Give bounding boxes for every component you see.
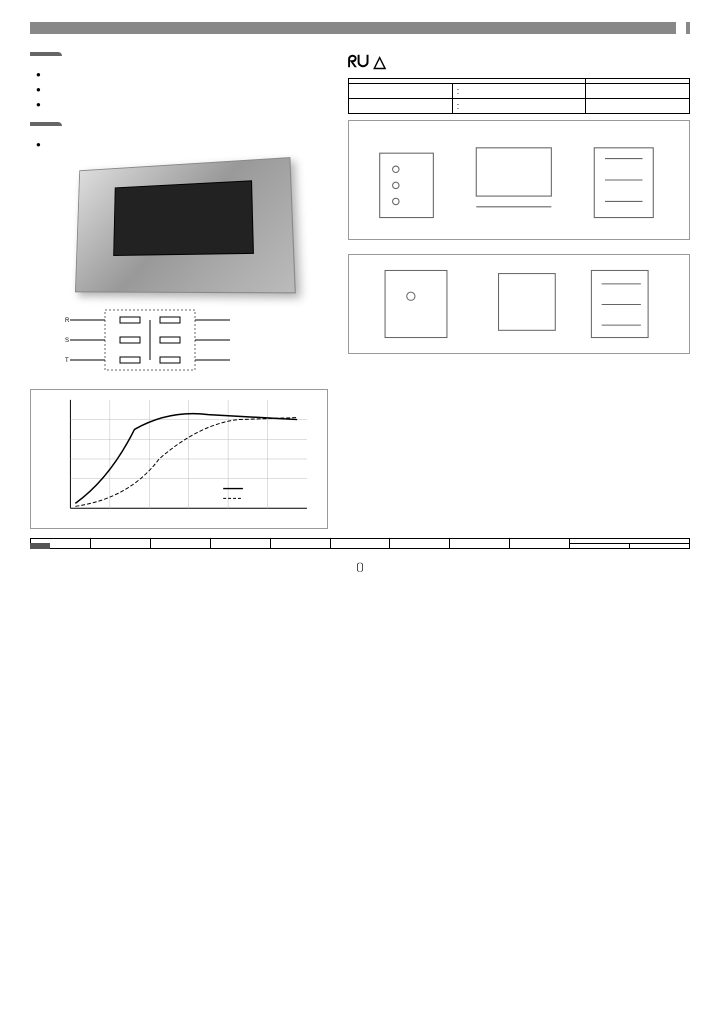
features-list [30,68,328,110]
th [570,544,630,549]
application-item [36,138,328,150]
electrical-spec-table [30,538,690,549]
product-photo [75,157,296,293]
svg-text:S: S [65,338,69,344]
th [150,539,210,549]
th [330,539,390,549]
safety-agency-table: : : [348,78,690,114]
th [210,539,270,549]
svg-text:R: R [65,318,70,324]
th [270,539,330,549]
svg-text:T: T [65,358,69,364]
cell [585,99,689,114]
header-bar [30,22,690,34]
cell [348,99,452,114]
ul-icon: ᖇᑌ [348,54,369,71]
cell [585,84,689,99]
th [90,539,150,549]
page-number: 〔〕 [30,559,690,574]
th [450,539,510,549]
page-header [30,20,690,34]
cert-icons: ᖇᑌ △ [348,52,690,72]
attenuation-chart [30,389,328,529]
applications-list [30,138,328,150]
elec-spec-label [30,543,50,549]
circuit-diagram: R S T [60,300,240,380]
th [510,539,570,549]
applications-label [30,122,62,126]
th [390,539,450,549]
table-row: : [348,99,689,114]
tuv-icon: △ [373,54,385,71]
table-row: : [348,84,689,99]
cell [348,84,452,99]
brand-logo [676,19,686,37]
th [630,544,690,549]
dimension-drawing-2 [348,254,690,354]
feature-item [36,68,328,80]
cell: : [452,99,585,114]
features-label [30,52,62,56]
feature-item [36,98,328,110]
dimension-drawing-1 [348,120,690,240]
feature-item [36,83,328,95]
cell: : [452,84,585,99]
